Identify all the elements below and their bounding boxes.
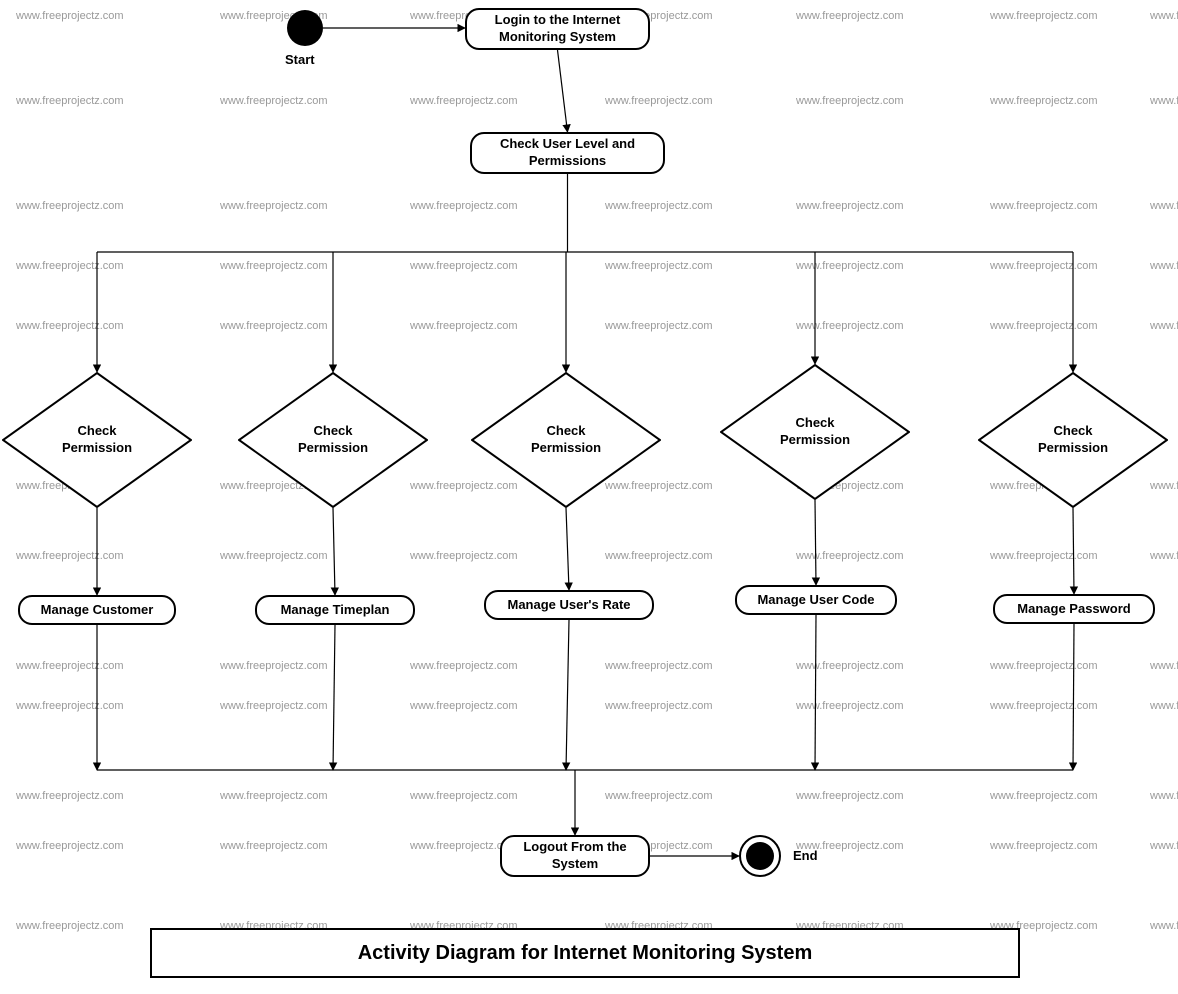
- action-login: Login to the Internet Monitoring System: [465, 8, 650, 50]
- action-manage-rate: Manage User's Rate: [484, 590, 654, 620]
- decision-5: CheckPermission: [978, 372, 1168, 508]
- action-manage-timeplan: Manage Timeplan: [255, 595, 415, 625]
- decision-2: CheckPermission: [238, 372, 428, 508]
- end-node: [746, 842, 774, 870]
- diagram-title: Activity Diagram for Internet Monitoring…: [150, 928, 1020, 978]
- decision-1: CheckPermission: [2, 372, 192, 508]
- action-check-level: Check User Level and Permissions: [470, 132, 665, 174]
- start-node: [287, 10, 323, 46]
- action-manage-usercode: Manage User Code: [735, 585, 897, 615]
- start-label: Start: [285, 52, 315, 67]
- action-manage-customer: Manage Customer: [18, 595, 176, 625]
- decision-3: CheckPermission: [471, 372, 661, 508]
- end-label: End: [793, 848, 818, 863]
- action-logout: Logout From the System: [500, 835, 650, 877]
- action-manage-password: Manage Password: [993, 594, 1155, 624]
- decision-4: CheckPermission: [720, 364, 910, 500]
